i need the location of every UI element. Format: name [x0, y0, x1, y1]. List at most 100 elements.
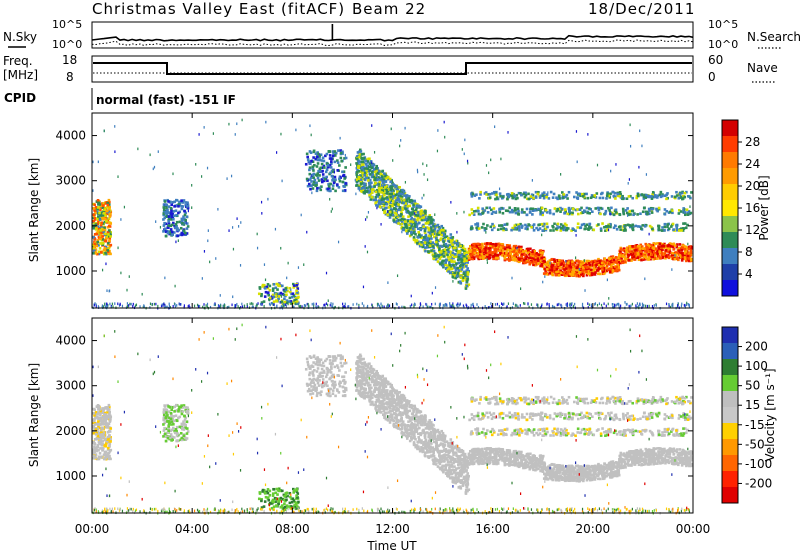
power-cell	[251, 305, 253, 309]
power-cell	[667, 255, 670, 259]
power-cell	[607, 228, 610, 232]
power-cell	[264, 290, 268, 294]
power-cell	[406, 204, 410, 208]
power-cell	[625, 197, 629, 200]
power-cell	[575, 274, 579, 278]
power-cell	[674, 254, 676, 257]
power-cell	[383, 305, 385, 309]
power-cell	[330, 210, 332, 213]
power-cell	[636, 244, 640, 248]
power-cell	[411, 303, 413, 307]
power-cell	[383, 210, 387, 213]
power-cell	[539, 212, 542, 216]
power-cell	[106, 250, 110, 253]
power-cell	[421, 196, 423, 200]
power-cell	[466, 271, 470, 274]
power-cell	[395, 202, 399, 205]
power-cell	[168, 201, 172, 204]
power-cell	[252, 302, 254, 306]
power-cell	[449, 271, 452, 274]
power-cell	[552, 258, 556, 261]
power-cell	[168, 302, 170, 306]
power-cell	[681, 252, 684, 255]
power-cell	[328, 154, 332, 157]
power-cell	[476, 248, 480, 251]
power-cell	[424, 210, 427, 213]
power-cell	[498, 224, 501, 227]
power-cell	[366, 305, 368, 309]
power-cell	[571, 302, 573, 305]
power-cell	[329, 189, 332, 193]
power-cell	[411, 199, 414, 203]
power-cell	[422, 223, 425, 227]
power-cell	[583, 267, 587, 270]
power-cell	[418, 235, 422, 239]
power-cell	[665, 197, 668, 201]
frequency-tick-top: 18	[62, 53, 77, 67]
power-cell	[686, 254, 690, 258]
power-cell	[553, 207, 557, 210]
power-cell	[201, 277, 203, 280]
power-cell	[624, 197, 626, 200]
power-cell	[511, 210, 514, 214]
power-cell	[104, 214, 107, 218]
power-cell	[597, 266, 600, 270]
power-cell	[257, 292, 261, 296]
power-cell	[606, 192, 609, 196]
power-cell	[272, 283, 276, 286]
power-cell	[318, 154, 322, 158]
power-cell	[386, 303, 389, 307]
power-cell	[109, 235, 112, 238]
power-cell	[434, 224, 438, 228]
power-cell	[386, 176, 390, 179]
power-cell	[668, 251, 672, 254]
power-cell	[166, 215, 169, 218]
power-cell	[333, 150, 337, 153]
power-cell	[538, 259, 542, 263]
power-cell	[539, 194, 543, 198]
power-cell	[654, 247, 657, 250]
power-cell	[453, 271, 457, 275]
power-cell	[430, 305, 432, 309]
power-cell	[413, 218, 416, 221]
power-cell	[619, 261, 622, 265]
power-cell	[484, 249, 487, 252]
power-cell	[161, 303, 163, 306]
power-cell	[338, 179, 342, 183]
power-cell	[501, 207, 505, 210]
power-cell	[177, 205, 180, 208]
power-cell	[348, 305, 350, 308]
power-cell	[382, 198, 386, 201]
power-cell	[664, 256, 667, 260]
power-cell	[628, 304, 630, 308]
power-cell	[414, 202, 418, 206]
power-cell	[443, 120, 445, 124]
power-cell	[311, 191, 313, 195]
power-cell	[526, 258, 530, 262]
power-cell	[458, 258, 462, 261]
power-cell	[330, 302, 332, 305]
power-cell	[440, 253, 444, 256]
power-cell	[682, 194, 685, 198]
power-cell	[272, 300, 276, 303]
power-cell	[512, 302, 514, 305]
power-cell	[392, 207, 396, 210]
power-cell	[690, 245, 693, 249]
power-cell	[410, 305, 412, 309]
power-cell	[461, 246, 465, 250]
power-cell	[325, 168, 329, 171]
power-cell	[534, 253, 538, 257]
power-cell	[436, 223, 440, 227]
power-cell	[659, 248, 663, 252]
power-cell	[163, 227, 167, 231]
power-cell	[457, 261, 461, 265]
power-cell	[432, 246, 435, 250]
power-cell	[240, 305, 242, 309]
power-cell	[181, 222, 184, 225]
power-cell	[508, 244, 512, 247]
power-cell	[389, 188, 393, 192]
power-cell	[675, 194, 679, 197]
power-cell	[463, 152, 465, 156]
power-cell	[249, 302, 251, 306]
power-cell	[609, 212, 611, 216]
